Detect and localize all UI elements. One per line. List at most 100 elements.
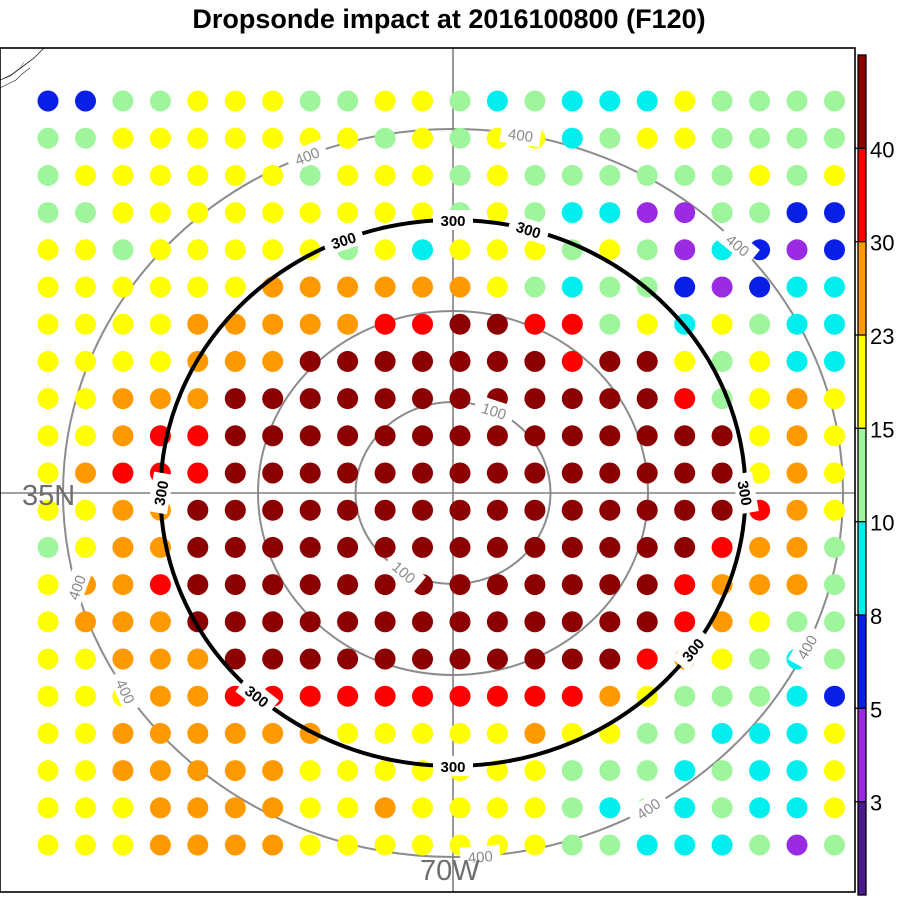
impact-dot (299, 276, 321, 298)
impact-dot (824, 722, 845, 744)
impact-dot (711, 611, 733, 633)
impact-dot (711, 425, 733, 447)
impact-dot (561, 127, 583, 149)
impact-dot (224, 388, 246, 410)
impact-dot (112, 797, 134, 819)
impact-dot (412, 202, 433, 224)
impact-dot (786, 350, 808, 372)
impact-dot (824, 425, 845, 447)
impact-dot (599, 350, 621, 372)
lat-label: 35N (22, 480, 75, 512)
impact-dot (412, 797, 433, 819)
impact-dot (374, 90, 396, 112)
impact-dot (149, 648, 171, 670)
colorbar-tick-label: 8 (870, 604, 882, 629)
impact-dot (824, 276, 845, 298)
impact-dot (674, 276, 696, 298)
impact-dot (561, 276, 583, 298)
map-border (0, 47, 856, 893)
impact-dot (786, 276, 808, 298)
impact-dot (337, 611, 359, 633)
impact-dot (674, 685, 696, 707)
impact-dot (561, 797, 583, 819)
impact-dot (599, 536, 621, 558)
svg-text:300: 300 (440, 759, 465, 776)
impact-dot (374, 760, 396, 782)
impact-dot (599, 313, 621, 335)
impact-dot (75, 722, 96, 744)
impact-dot (524, 239, 546, 261)
impact-dot (112, 834, 134, 856)
impact-dot (711, 797, 733, 819)
impact-dot (561, 313, 583, 335)
impact-dot (374, 350, 396, 372)
impact-dot (262, 239, 284, 261)
svg-text:300: 300 (440, 213, 465, 230)
impact-dot (786, 90, 808, 112)
impact-dot (262, 313, 284, 335)
impact-dot (262, 127, 284, 149)
contour-label-400: 400 (284, 138, 330, 173)
impact-dot (749, 90, 771, 112)
impact-dot (37, 462, 59, 484)
impact-dot (224, 611, 246, 633)
impact-dot (561, 574, 583, 596)
impact-dot (262, 388, 284, 410)
impact-dot (112, 611, 134, 633)
impact-dot (486, 164, 508, 186)
impact-dot (636, 127, 658, 149)
impact-dot (674, 425, 696, 447)
impact-dot (299, 202, 321, 224)
impact-dot (149, 127, 171, 149)
impact-dot (749, 797, 771, 819)
impact-dot (636, 425, 658, 447)
impact-dot (749, 611, 771, 633)
impact-dot (112, 388, 134, 410)
contour-label-400: 400 (459, 844, 501, 868)
impact-dot (786, 239, 808, 261)
impact-dot (636, 834, 658, 856)
impact-dot (486, 350, 508, 372)
impact-dot (786, 797, 808, 819)
impact-dot (262, 834, 284, 856)
impact-dot (524, 797, 546, 819)
impact-dot (599, 425, 621, 447)
impact-dot (449, 425, 471, 447)
impact-dot (262, 797, 284, 819)
impact-dot (786, 164, 808, 186)
impact-dot (786, 574, 808, 596)
impact-dot (224, 760, 246, 782)
impact-dot (262, 499, 284, 521)
impact-dot (786, 127, 808, 149)
chart-title: Dropsonde impact at 2016100800 (F120) (192, 4, 706, 34)
impact-dot (374, 797, 396, 819)
impact-dot (374, 685, 396, 707)
impact-dot (711, 127, 733, 149)
impact-dot (449, 722, 471, 744)
coastline-fragment (0, 48, 45, 89)
impact-dot (337, 685, 359, 707)
impact-dot (636, 388, 658, 410)
impact-dot (187, 760, 209, 782)
impact-dot (674, 722, 696, 744)
impact-dot (262, 760, 284, 782)
impact-dot (599, 834, 621, 856)
impact-dot (75, 462, 96, 484)
impact-dot (486, 574, 508, 596)
impact-dot (112, 276, 134, 298)
impact-dot (749, 574, 771, 596)
impact-dot (786, 202, 808, 224)
impact-dot (524, 164, 546, 186)
impact-dot (599, 760, 621, 782)
impact-dot (374, 164, 396, 186)
impact-dot (37, 202, 59, 224)
colorbar-segment (858, 428, 866, 522)
impact-dot (599, 611, 621, 633)
impact-dot (711, 313, 733, 335)
impact-dot (449, 536, 471, 558)
impact-dot (112, 648, 134, 670)
impact-dot (149, 388, 171, 410)
impact-dot (674, 164, 696, 186)
impact-dot (412, 536, 433, 558)
impact-dot (412, 388, 433, 410)
